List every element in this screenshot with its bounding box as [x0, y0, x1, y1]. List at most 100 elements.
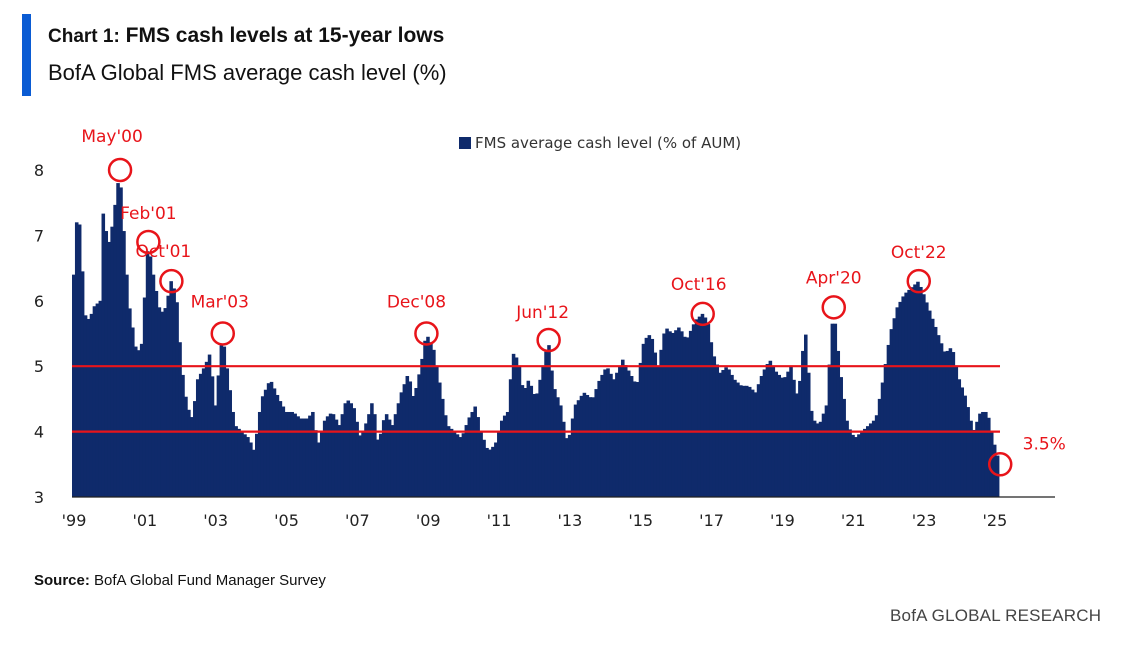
x-tick-label: '09: [416, 511, 441, 530]
bar: [579, 395, 584, 497]
bar: [169, 281, 173, 497]
bar: [163, 308, 168, 497]
bar: [125, 274, 129, 497]
bar: [718, 372, 722, 497]
bar: [812, 420, 817, 497]
bar: [916, 281, 920, 497]
bar: [440, 398, 445, 497]
bar: [830, 323, 835, 497]
bar: [576, 400, 581, 497]
bar: [260, 396, 265, 497]
bar: [603, 369, 607, 497]
bar: [821, 413, 826, 497]
bar: [384, 414, 389, 497]
bar: [210, 376, 215, 497]
bar: [768, 360, 773, 497]
bar: [470, 411, 475, 497]
bar: [340, 414, 345, 497]
bar: [945, 350, 950, 497]
bar: [712, 356, 717, 497]
bar: [913, 284, 917, 497]
bar: [172, 288, 176, 497]
chart-title: Chart 1: FMS cash levels at 15-year lows: [48, 24, 444, 48]
annotation-circle: [690, 301, 715, 327]
bar: [544, 351, 548, 497]
annotation-label: Apr'20: [806, 268, 862, 288]
bar: [479, 431, 483, 497]
bar: [488, 449, 492, 497]
bar: [839, 377, 843, 497]
annotation-label: Dec'08: [387, 293, 446, 313]
bar: [777, 374, 781, 497]
bar: [249, 442, 253, 497]
chart-title-prefix: Chart 1:: [48, 26, 120, 47]
bar: [269, 381, 274, 497]
bar: [744, 385, 749, 497]
bar: [597, 380, 601, 497]
bar: [901, 296, 905, 497]
bar: [284, 411, 289, 497]
bar: [131, 327, 135, 497]
bar: [390, 425, 395, 497]
y-tick-label: 8: [34, 161, 44, 180]
bar: [910, 287, 914, 497]
bar: [278, 401, 283, 497]
bar: [662, 333, 666, 497]
bar: [443, 415, 448, 497]
bar: [83, 315, 88, 497]
annotation-label: Jun'12: [515, 303, 569, 323]
bar: [378, 433, 383, 497]
bar: [871, 420, 876, 497]
bar: [535, 393, 539, 497]
bar: [860, 431, 864, 497]
legend-swatch: [459, 137, 471, 149]
chart-canvas: 3 4 5 6 7 8 '99 '01 '03 '05 '07 '09 '11 '13 '15 '17 '19 '…: [34, 127, 1066, 530]
bars-layer: [72, 183, 1000, 497]
y-tick-label: 6: [34, 292, 44, 311]
bar: [736, 382, 740, 497]
bar: [966, 407, 970, 497]
bar: [529, 385, 534, 497]
bar: [762, 369, 767, 497]
bar: [629, 376, 634, 497]
bar: [532, 393, 537, 497]
bar: [387, 419, 392, 497]
bar: [833, 323, 838, 497]
bar: [942, 351, 947, 497]
bar: [798, 380, 802, 497]
annotation-circle: [107, 157, 133, 183]
bar: [703, 317, 708, 497]
bar: [104, 231, 109, 497]
bar: [936, 335, 941, 497]
reference-lines: [72, 365, 1000, 433]
bar: [234, 426, 238, 497]
bar: [898, 301, 903, 497]
y-tick-label: 7: [34, 226, 44, 245]
bar: [219, 345, 224, 497]
bar: [505, 411, 510, 497]
bar: [739, 385, 743, 497]
bar: [582, 392, 587, 497]
bar: [804, 334, 808, 497]
bar: [154, 290, 159, 497]
bar: [458, 437, 463, 497]
bar: [408, 381, 413, 497]
bar: [420, 358, 424, 497]
bar: [632, 381, 637, 497]
bar: [373, 414, 377, 497]
bar: [396, 403, 401, 497]
bar: [721, 370, 725, 497]
bar: [166, 295, 170, 497]
bar: [989, 432, 994, 497]
annotation-circle: [159, 268, 184, 294]
bar: [293, 413, 297, 497]
bar: [514, 357, 519, 497]
x-tick-label: '07: [345, 511, 370, 530]
bar: [854, 437, 858, 497]
x-tick-label: '19: [770, 511, 795, 530]
bar: [281, 406, 286, 497]
x-tick-label: '99: [62, 511, 87, 530]
bar: [806, 372, 811, 497]
bar: [951, 352, 956, 497]
bar: [426, 336, 430, 497]
